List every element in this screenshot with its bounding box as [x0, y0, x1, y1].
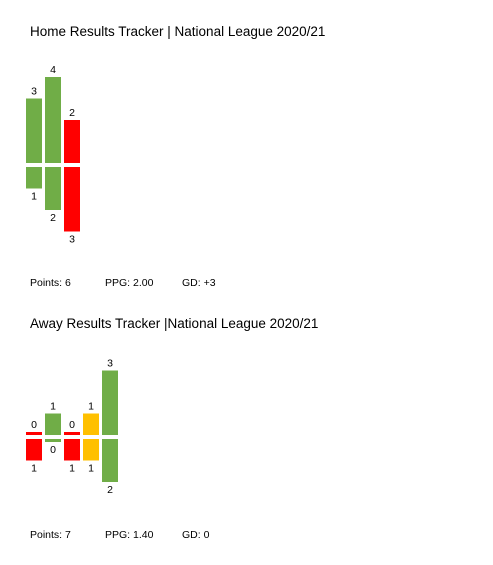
- goals-scored-bar: [26, 98, 42, 163]
- goals-conceded-label: 2: [107, 484, 113, 496]
- goals-conceded-label: 1: [31, 463, 37, 475]
- goals-scored-label: 3: [31, 86, 37, 98]
- goals-scored-bar: [45, 413, 61, 435]
- away-goal-difference: GD: 0: [182, 529, 210, 541]
- goals-conceded-label: 1: [31, 191, 37, 203]
- goals-scored-label: 0: [31, 419, 37, 431]
- goals-scored-label: 1: [88, 401, 94, 413]
- away-results-title: Away Results Tracker |National League 20…: [30, 316, 319, 331]
- home-results-chart: 3 1 4 2 2 3: [26, 64, 80, 246]
- home-ppg: PPG: 2.00: [105, 277, 154, 289]
- goals-conceded-label: 3: [69, 234, 75, 246]
- goals-conceded-bar: [83, 439, 99, 461]
- goals-scored-label: 2: [69, 107, 75, 119]
- goals-conceded-bar: [45, 439, 61, 442]
- goals-scored-bar: [64, 120, 80, 163]
- goals-conceded-label: 2: [50, 212, 56, 224]
- goals-scored-label: 4: [50, 64, 56, 76]
- goals-scored-bar: [26, 432, 42, 435]
- goals-conceded-bar: [64, 439, 80, 461]
- goals-conceded-label: 0: [50, 444, 56, 456]
- goals-scored-label: 1: [50, 401, 56, 413]
- goals-conceded-label: 1: [88, 463, 94, 475]
- home-points: Points: 6: [30, 277, 71, 289]
- goals-conceded-bar: [102, 439, 118, 482]
- goals-conceded-label: 1: [69, 463, 75, 475]
- goals-conceded-bar: [64, 167, 80, 232]
- goals-conceded-bar: [45, 167, 61, 210]
- away-ppg: PPG: 1.40: [105, 529, 154, 541]
- away-points: Points: 7: [30, 529, 71, 541]
- goals-scored-bar: [102, 370, 118, 435]
- goals-scored-bar: [83, 413, 99, 435]
- goals-conceded-bar: [26, 167, 42, 189]
- goals-conceded-bar: [26, 439, 42, 461]
- away-results-chart: 0 1 1 0 0 1 1 1 3 2: [26, 358, 118, 496]
- goals-scored-bar: [45, 77, 61, 163]
- goals-scored-label: 3: [107, 358, 113, 370]
- goals-scored-bar: [64, 432, 80, 435]
- home-goal-difference: GD: +3: [182, 277, 216, 289]
- home-results-title: Home Results Tracker | National League 2…: [30, 24, 326, 39]
- goals-scored-label: 0: [69, 419, 75, 431]
